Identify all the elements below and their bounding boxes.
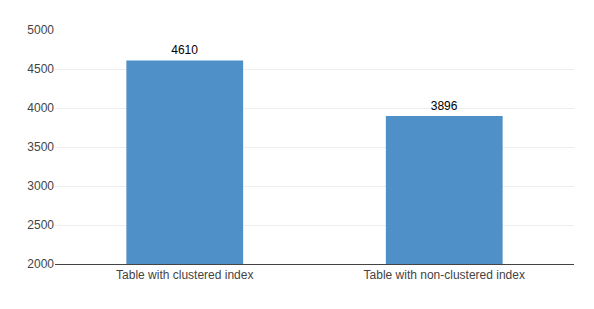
svg-text:4610: 4610	[171, 43, 198, 57]
svg-text:5000: 5000	[27, 23, 54, 37]
svg-text:3000: 3000	[27, 179, 54, 193]
svg-text:4000: 4000	[27, 101, 54, 115]
svg-text:3896: 3896	[431, 99, 458, 113]
svg-text:2000: 2000	[27, 257, 54, 271]
svg-text:Table with clustered index: Table with clustered index	[116, 268, 253, 282]
svg-text:4500: 4500	[27, 62, 54, 76]
svg-text:Table with non-clustered index: Table with non-clustered index	[364, 268, 525, 282]
svg-text:2500: 2500	[27, 218, 54, 232]
svg-text:3500: 3500	[27, 140, 54, 154]
